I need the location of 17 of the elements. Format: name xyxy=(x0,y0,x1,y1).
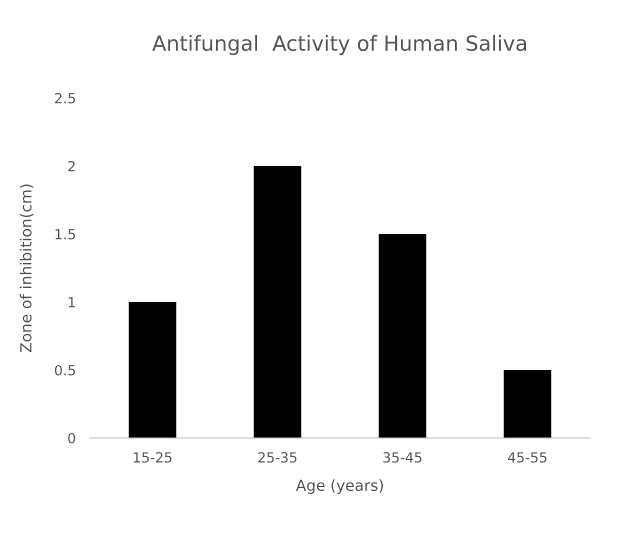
y-tick-label: 1 xyxy=(68,297,75,308)
x-tick-label: 25-35 xyxy=(258,452,296,463)
x-tick-label: 45-55 xyxy=(508,452,546,463)
y-tick-label: 0.5 xyxy=(54,364,75,376)
x-tick-label: 35-45 xyxy=(383,452,422,463)
x-axis-title: Age (years) xyxy=(296,479,383,494)
y-tick-label: 2 xyxy=(68,160,75,172)
bar xyxy=(128,302,176,438)
y-axis-title: Zone of inhibition(cm) xyxy=(20,184,34,352)
y-tick-label: 1.5 xyxy=(56,229,75,240)
bar xyxy=(378,234,426,438)
chart-title: Antifungal Activity of Human Saliva xyxy=(152,34,526,56)
bar xyxy=(504,370,552,438)
x-tick-label: 15-25 xyxy=(134,452,172,463)
bar xyxy=(254,166,302,438)
y-tick-label: 0 xyxy=(68,432,76,444)
y-tick-label: 2.5 xyxy=(55,92,75,104)
